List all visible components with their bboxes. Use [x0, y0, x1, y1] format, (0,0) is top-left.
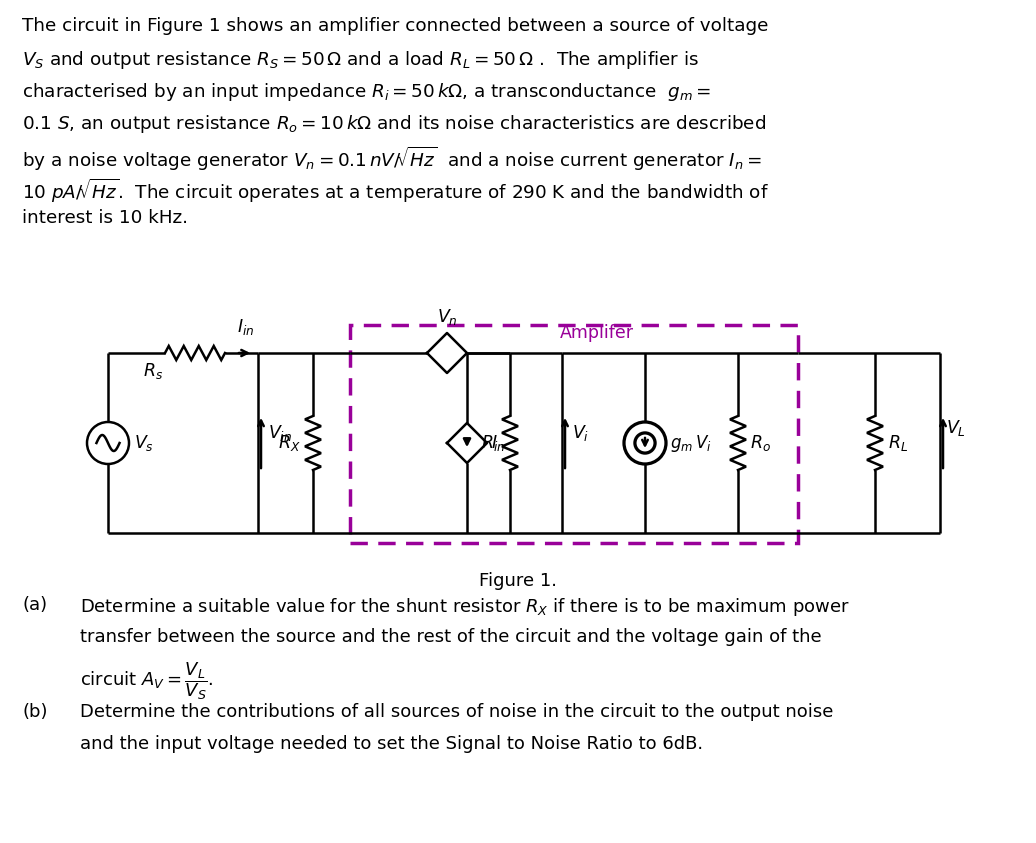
Text: 0.1 $S$, an output resistance $R_o = 10\,k\Omega$ and its noise characteristics : 0.1 $S$, an output resistance $R_o = 10\… — [22, 113, 767, 135]
Text: $R_L$: $R_L$ — [888, 433, 909, 453]
Bar — [350, 325, 798, 543]
Text: (a): (a) — [22, 596, 47, 614]
Text: interest is 10 kHz.: interest is 10 kHz. — [22, 209, 188, 227]
Text: The circuit in Figure 1 shows an amplifier connected between a source of voltage: The circuit in Figure 1 shows an amplifi… — [22, 17, 769, 35]
Text: $V_n$: $V_n$ — [436, 307, 457, 327]
Text: by a noise voltage generator $V_n = 0.1\,nV/\!\sqrt{Hz}$  and a noise current ge: by a noise voltage generator $V_n = 0.1\… — [22, 145, 761, 173]
Text: $R_s$: $R_s$ — [143, 361, 163, 381]
Text: $R_X$: $R_X$ — [279, 433, 301, 453]
Text: $g_m\,V_i$: $g_m\,V_i$ — [670, 432, 712, 454]
Text: $V_i$: $V_i$ — [572, 423, 589, 443]
Text: characterised by an input impedance $R_i = 50\,k\Omega$, a transconductance  $g_: characterised by an input impedance $R_i… — [22, 81, 712, 103]
Text: Amplifer: Amplifer — [559, 324, 633, 342]
Text: and the input voltage needed to set the Signal to Noise Ratio to 6dB.: and the input voltage needed to set the … — [80, 735, 703, 753]
Text: $V_S$ and output resistance $R_S = 50\,\Omega$ and a load $R_L = 50\,\Omega$ .  : $V_S$ and output resistance $R_S = 50\,\… — [22, 49, 699, 71]
Text: $R_o$: $R_o$ — [750, 433, 771, 453]
Text: Determine a suitable value for the shunt resistor $R_X$ if there is to be maximu: Determine a suitable value for the shunt… — [80, 596, 850, 618]
Text: $R_i$: $R_i$ — [481, 433, 498, 453]
Text: $I_{in}$: $I_{in}$ — [237, 317, 255, 337]
Text: (b): (b) — [22, 703, 48, 721]
Text: $V_s$: $V_s$ — [134, 433, 154, 453]
Text: $V_L$: $V_L$ — [946, 418, 966, 438]
Text: Figure 1.: Figure 1. — [479, 572, 557, 590]
Text: $V_{in}$: $V_{in}$ — [268, 423, 292, 443]
Text: Determine the contributions of all sources of noise in the circuit to the output: Determine the contributions of all sourc… — [80, 703, 833, 721]
Text: transfer between the source and the rest of the circuit and the voltage gain of : transfer between the source and the rest… — [80, 628, 822, 646]
Text: $I_n$: $I_n$ — [491, 433, 505, 453]
Text: 10 $pA/\!\sqrt{Hz}$.  The circuit operates at a temperature of 290 K and the ban: 10 $pA/\!\sqrt{Hz}$. The circuit operate… — [22, 177, 769, 205]
Text: circuit $A_V = \dfrac{V_L}{V_S}$.: circuit $A_V = \dfrac{V_L}{V_S}$. — [80, 660, 213, 701]
